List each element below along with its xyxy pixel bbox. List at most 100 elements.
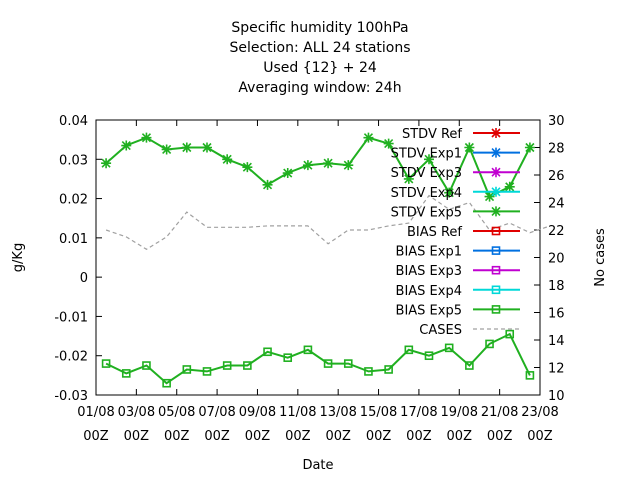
legend-marker bbox=[491, 206, 501, 217]
y-tick-label: 0.03 bbox=[59, 153, 88, 168]
data-point bbox=[383, 138, 394, 149]
x-tick-sublabel: 00Z bbox=[325, 429, 351, 444]
data-point bbox=[142, 361, 151, 370]
y2-tick-label: 10 bbox=[548, 389, 565, 404]
legend-marker bbox=[491, 265, 501, 275]
data-point bbox=[101, 158, 112, 169]
y-tick-label: -0.03 bbox=[54, 389, 88, 404]
data-point bbox=[323, 158, 334, 169]
data-point bbox=[364, 367, 373, 376]
data-point bbox=[403, 173, 414, 184]
y2-tick-label: 18 bbox=[548, 279, 565, 294]
y2-tick-label: 24 bbox=[548, 197, 565, 212]
x-tick-sublabel: 00Z bbox=[204, 429, 230, 444]
data-point bbox=[222, 154, 233, 165]
data-point bbox=[202, 367, 212, 376]
x-tick-label: 21/08 bbox=[481, 405, 518, 420]
chart-title-line-3: Used {12} + 24 bbox=[263, 60, 377, 76]
data-point bbox=[444, 187, 455, 198]
data-point bbox=[263, 347, 272, 357]
x-tick-sublabel: 00Z bbox=[124, 429, 150, 444]
data-point bbox=[485, 339, 494, 349]
x-tick-sublabel: 00Z bbox=[366, 429, 392, 444]
data-point bbox=[161, 144, 172, 155]
x-tick-label: 03/08 bbox=[118, 405, 155, 420]
data-point bbox=[424, 351, 434, 361]
x-tick-label: 11/08 bbox=[279, 405, 316, 420]
data-point bbox=[243, 361, 252, 370]
x-tick-sublabel: 00Z bbox=[447, 429, 473, 444]
data-point bbox=[323, 359, 333, 368]
legend-marker bbox=[491, 246, 501, 255]
y-tick-label: -0.01 bbox=[54, 310, 88, 325]
data-point bbox=[464, 142, 475, 153]
data-point bbox=[444, 343, 454, 353]
legend: STDV Ref STDV Exp1 STDV Exp3 STDV Exp4 STDV … bbox=[391, 127, 520, 338]
data-point bbox=[262, 179, 273, 190]
y-tick-label: -0.02 bbox=[54, 350, 88, 365]
y-tick-label: 0.04 bbox=[59, 114, 88, 129]
data-point bbox=[302, 160, 313, 171]
legend-label: BIAS Ref bbox=[407, 225, 462, 240]
series-line bbox=[105, 194, 551, 251]
x-tick-label: 17/08 bbox=[400, 405, 437, 420]
x-tick-sublabel: 00Z bbox=[285, 429, 311, 444]
data-point bbox=[525, 371, 535, 380]
y2-tick-label: 22 bbox=[548, 224, 565, 239]
data-point bbox=[182, 365, 192, 374]
legend-label: BIAS Exp1 bbox=[396, 245, 462, 260]
y2-tick-label: 16 bbox=[548, 307, 565, 322]
x-tick-label: 01/08 bbox=[77, 405, 114, 420]
y-tick-label: 0 bbox=[80, 271, 88, 286]
data-point bbox=[121, 140, 132, 151]
axis-ticks-group: 0.04 0.03 0.02 0.01 0 -0.01 -0.02 -0.03 30 28 26 24… bbox=[54, 114, 564, 444]
legend-marker bbox=[491, 226, 501, 236]
x-axis-label: Date bbox=[302, 458, 333, 473]
x-tick-label: 05/08 bbox=[158, 405, 195, 420]
x-tick-sublabel: 00Z bbox=[487, 429, 513, 444]
legend-label: STDV Exp3 bbox=[391, 166, 462, 181]
data-point bbox=[202, 142, 212, 153]
legend-marker bbox=[491, 128, 501, 138]
legend-marker bbox=[491, 305, 501, 314]
series-line bbox=[105, 136, 531, 198]
x-tick-sublabel: 00Z bbox=[83, 429, 109, 444]
y2-tick-label: 20 bbox=[548, 252, 565, 267]
data-point bbox=[363, 132, 374, 143]
data-point bbox=[524, 142, 535, 153]
x-tick-label: 07/08 bbox=[198, 405, 235, 420]
x-tick-label: 13/08 bbox=[319, 405, 356, 420]
legend-label: STDV Exp4 bbox=[391, 186, 462, 201]
data-point bbox=[101, 359, 111, 368]
data-point bbox=[504, 181, 515, 192]
data-point bbox=[343, 160, 354, 171]
chart-title-line-2: Selection: ALL 24 stations bbox=[229, 40, 411, 56]
legend-marker bbox=[491, 167, 501, 178]
series-line bbox=[105, 332, 531, 385]
data-point bbox=[283, 353, 293, 362]
plot-frame bbox=[95, 119, 541, 396]
y2-tick-label: 28 bbox=[548, 142, 565, 157]
y2-tick-label: 12 bbox=[548, 362, 565, 377]
series-bias-exp5 bbox=[101, 329, 535, 388]
legend-marker bbox=[491, 186, 501, 197]
y-tick-label: 0.02 bbox=[59, 193, 88, 208]
data-point bbox=[141, 132, 152, 143]
data-point bbox=[484, 191, 495, 202]
x-tick-sublabel: 00Z bbox=[164, 429, 190, 444]
x-tick-sublabel: 00Z bbox=[245, 429, 271, 444]
data-point bbox=[303, 345, 313, 355]
series-layer bbox=[101, 132, 551, 388]
y2-axis-label: No cases bbox=[593, 228, 608, 287]
y2-tick-label: 30 bbox=[548, 114, 565, 129]
legend-label: STDV Exp1 bbox=[391, 147, 462, 162]
x-tick-label: 23/08 bbox=[521, 405, 558, 420]
legend-label: STDV Exp5 bbox=[391, 205, 462, 220]
legend-marker bbox=[491, 285, 501, 295]
data-point bbox=[404, 345, 414, 355]
data-point bbox=[343, 359, 353, 368]
legend-marker bbox=[491, 147, 501, 158]
x-tick-label: 09/08 bbox=[239, 405, 276, 420]
